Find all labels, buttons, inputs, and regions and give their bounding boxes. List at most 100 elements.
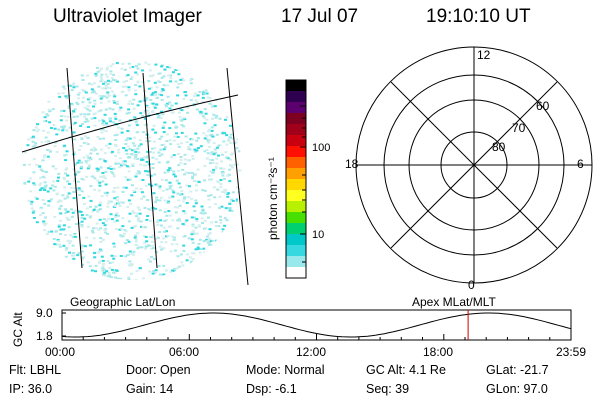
image-speckle — [146, 106, 150, 108]
image-speckle — [79, 145, 83, 147]
image-speckle — [172, 71, 175, 74]
image-speckle — [176, 206, 180, 209]
image-speckle — [81, 263, 85, 266]
geo-meridian-line-2 — [142, 72, 158, 269]
image-speckle — [230, 152, 234, 155]
image-speckle — [43, 185, 47, 188]
image-speckle — [43, 154, 47, 157]
image-speckle — [94, 270, 97, 273]
image-speckle — [129, 78, 133, 80]
image-speckle — [68, 242, 72, 245]
image-speckle — [202, 116, 206, 119]
image-speckle — [210, 221, 214, 224]
image-speckle — [204, 112, 208, 115]
image-speckle — [108, 87, 112, 90]
image-speckle — [110, 152, 113, 155]
image-speckle — [82, 156, 86, 159]
image-speckle — [85, 207, 89, 210]
image-speckle — [205, 92, 209, 95]
image-speckle — [51, 165, 55, 168]
image-speckle — [50, 230, 53, 233]
image-speckle — [221, 174, 225, 177]
image-speckle — [160, 241, 164, 244]
image-speckle — [100, 77, 103, 80]
image-speckle — [102, 82, 105, 85]
image-speckle — [106, 91, 110, 94]
image-speckle — [126, 130, 130, 132]
image-speckle — [182, 249, 186, 252]
image-speckle — [146, 109, 150, 112]
image-speckle — [86, 167, 90, 170]
image-speckle — [100, 96, 104, 99]
image-speckle — [134, 155, 138, 158]
image-speckle — [132, 212, 136, 214]
image-speckle — [138, 208, 141, 211]
image-speckle — [236, 138, 240, 141]
image-speckle — [92, 82, 96, 85]
image-speckle — [99, 128, 103, 131]
image-speckle — [190, 138, 194, 141]
image-speckle — [128, 250, 132, 253]
image-speckle — [66, 180, 70, 183]
image-speckle — [183, 158, 187, 161]
image-speckle — [33, 144, 37, 147]
image-speckle — [152, 151, 156, 154]
image-speckle — [83, 203, 86, 205]
image-speckle — [174, 102, 178, 105]
image-speckle — [86, 113, 90, 116]
image-speckle — [75, 115, 79, 118]
image-speckle — [108, 262, 112, 264]
image-speckle — [208, 232, 212, 235]
orbit-xtick-2: 12:00 — [296, 345, 327, 359]
image-speckle — [110, 276, 113, 279]
image-speckle — [128, 253, 132, 256]
image-speckle — [202, 132, 206, 135]
image-speckle — [107, 217, 110, 220]
image-speckle — [200, 205, 204, 208]
image-speckle — [147, 258, 151, 261]
image-speckle — [55, 150, 59, 153]
image-speckle — [153, 81, 157, 84]
image-speckle — [97, 189, 101, 192]
image-speckle — [178, 108, 182, 111]
image-speckle — [76, 171, 80, 174]
image-speckle — [227, 137, 231, 140]
image-speckle — [173, 206, 177, 209]
image-speckle — [67, 226, 71, 229]
image-speckle — [105, 219, 108, 222]
image-speckle — [162, 131, 166, 134]
image-speckle — [164, 179, 168, 182]
image-speckle — [45, 113, 49, 116]
image-speckle — [47, 108, 51, 111]
image-speckle — [182, 244, 186, 247]
image-speckle — [161, 126, 165, 129]
image-speckle — [72, 252, 76, 254]
image-speckle — [152, 258, 156, 260]
image-speckle — [187, 237, 191, 240]
image-speckle — [147, 63, 151, 66]
image-speckle — [205, 149, 209, 151]
image-speckle — [225, 116, 229, 119]
image-speckle — [199, 212, 203, 215]
image-speckle — [169, 74, 173, 77]
color-bar-ticks — [300, 105, 306, 263]
image-speckle — [87, 126, 90, 128]
image-speckle — [129, 66, 133, 69]
image-speckle — [124, 143, 128, 145]
image-speckle — [134, 71, 138, 74]
image-speckle — [73, 235, 77, 238]
image-speckle — [128, 212, 132, 215]
image-speckle — [90, 148, 94, 151]
image-speckle — [97, 85, 101, 88]
image-speckle — [156, 236, 160, 239]
image-speckle — [97, 119, 101, 122]
image-speckle — [108, 274, 112, 277]
image-speckle — [186, 148, 190, 151]
image-speckle — [128, 148, 132, 150]
image-speckle — [63, 197, 67, 200]
image-speckle — [127, 199, 131, 202]
image-speckle — [112, 73, 116, 76]
image-speckle — [71, 211, 75, 214]
image-speckle — [178, 220, 182, 223]
image-speckle — [72, 197, 76, 200]
